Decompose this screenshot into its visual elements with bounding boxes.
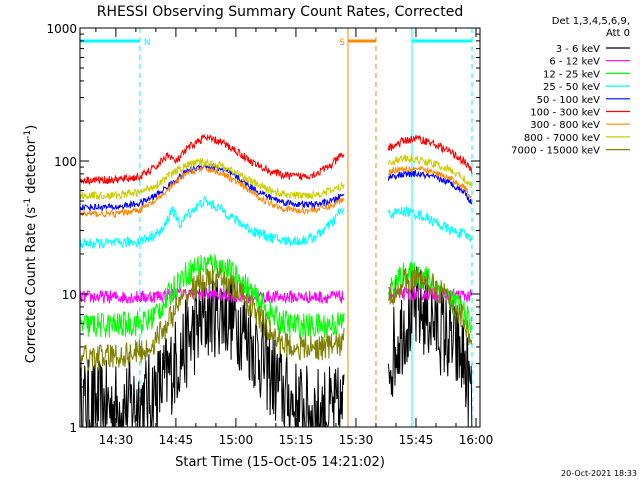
series-line-7-seg-0 [79,157,345,201]
series-line-0-seg-1 [387,266,473,428]
legend-label-0: 3 - 6 keV [556,44,600,55]
series-line-4-seg-1 [387,169,473,205]
legend-label-2: 12 - 25 keV [543,69,600,80]
y-tick-label-0: 1 [69,421,77,435]
series-line-3-seg-0 [79,195,345,250]
legend-label-7: 800 - 7000 keV [524,133,600,144]
x-tick-label-3: 15:15 [279,433,314,447]
series-line-5-seg-0 [79,133,345,186]
series-line-5-seg-1 [387,134,473,174]
legend-label-5: 100 - 300 keV [530,108,600,119]
series-line-3-seg-1 [387,206,473,242]
plot-frame [79,27,481,428]
series-line-1-seg-0 [79,286,345,305]
legend-label-8: 7000 - 15000 keV [511,146,600,157]
y-tick-label-3: 1000 [46,22,77,36]
y-axis-label: Corrected Count Rate (s-1 detector-1) [23,125,39,363]
timestamp: 20-Oct-2021 18:33 [561,469,637,478]
x-tick-label-6: 16:00 [459,433,494,447]
series-line-6-seg-0 [79,164,345,219]
legend-header-1: Att 0 [606,28,630,39]
series-line-8-seg-1 [387,267,473,346]
legend-label-3: 25 - 50 keV [543,82,600,93]
x-tick-label-4: 15:30 [339,433,374,447]
axes-layer: 1 10 100 1000 14:30 14:45 15:00 15:15 15:30 15:45… [46,22,493,447]
legend: Det 1,3,4,5,6,9,Att 0 3 - 6 keV 6 - 12 keV… [511,16,630,157]
series-layer [79,133,473,429]
legend-label-1: 6 - 12 keV [549,57,600,68]
series-line-0-seg-0 [79,266,345,429]
y-tick-label-1: 10 [62,288,77,302]
y-tick-label-2: 100 [54,155,77,169]
annotation-night-label-0: N [144,38,151,48]
legend-label-4: 50 - 100 keV [537,95,601,106]
series-line-7-seg-1 [387,154,472,189]
x-tick-label-2: 15:00 [219,433,254,447]
legend-header-0: Det 1,3,4,5,6,9, [552,16,630,27]
series-line-6-seg-1 [388,165,473,199]
x-tick-label-5: 15:45 [399,433,434,447]
annotation-saa-label-1: S [339,38,345,48]
series-line-8-seg-0 [79,265,345,371]
x-tick-label-1: 14:45 [159,433,194,447]
series-line-2-seg-0 [79,254,345,340]
chart-title: RHESSI Observing Summary Count Rates, Co… [97,4,463,20]
x-tick-label-0: 14:30 [99,433,134,447]
legend-label-6: 300 - 800 keV [530,120,600,131]
x-axis-label: Start Time (15-Oct-05 14:21:02) [175,455,385,470]
